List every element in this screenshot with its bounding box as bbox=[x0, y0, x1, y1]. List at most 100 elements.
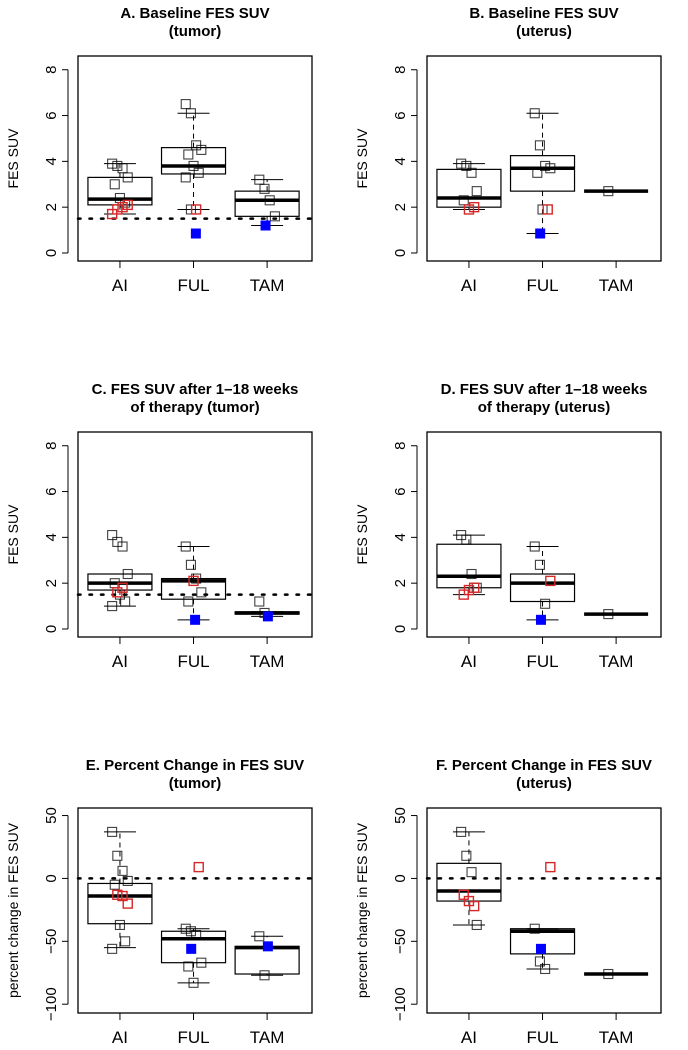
data-point-red bbox=[542, 204, 553, 215]
data-point bbox=[185, 926, 196, 937]
data-point-blue bbox=[262, 941, 273, 952]
data-point bbox=[107, 826, 118, 837]
y-tick-label: 6 bbox=[43, 487, 60, 495]
box-ful bbox=[160, 541, 227, 625]
data-point-red bbox=[190, 204, 202, 215]
data-point bbox=[461, 534, 472, 545]
y-axis-label: percent change in FES SUV bbox=[354, 822, 370, 998]
panel-f: F. Percent Change in FES SUV(uterus) −100… bbox=[354, 757, 663, 1047]
panel-title: E. Percent Change in FES SUV bbox=[86, 757, 304, 774]
data-point-red bbox=[188, 575, 199, 587]
data-point bbox=[112, 850, 123, 861]
data-point bbox=[117, 541, 128, 552]
box-tam bbox=[234, 596, 300, 622]
data-point-red bbox=[193, 861, 204, 873]
panel-title: (tumor) bbox=[169, 775, 222, 792]
data-point bbox=[122, 568, 133, 580]
data-point bbox=[466, 167, 477, 178]
box-ai bbox=[87, 158, 153, 220]
data-point bbox=[120, 936, 131, 947]
panel-title: of therapy (tumor) bbox=[130, 399, 259, 416]
box-ful bbox=[509, 541, 576, 625]
data-point bbox=[545, 163, 556, 174]
data-point bbox=[529, 923, 540, 934]
data-point bbox=[114, 919, 125, 931]
x-tick-label: TAM bbox=[250, 276, 285, 295]
data-point bbox=[188, 160, 199, 171]
data-point bbox=[259, 970, 270, 981]
box-ful bbox=[160, 99, 227, 239]
box-tam bbox=[234, 174, 300, 231]
plot-frame bbox=[426, 807, 662, 1014]
panel-title: (uterus) bbox=[516, 23, 572, 40]
data-point-blue bbox=[260, 220, 271, 231]
y-tick-label: 0 bbox=[43, 249, 60, 257]
data-point bbox=[264, 195, 275, 206]
panel-title: B. Baseline FES SUV bbox=[469, 5, 618, 22]
plot-frame bbox=[426, 55, 662, 262]
x-tick-label: TAM bbox=[599, 1028, 634, 1047]
data-point bbox=[180, 172, 191, 183]
plot-frame bbox=[426, 431, 662, 638]
x-tick-label: FUL bbox=[177, 276, 209, 295]
data-point bbox=[269, 211, 280, 222]
x-tick-label: TAM bbox=[250, 652, 285, 671]
data-point bbox=[466, 568, 477, 580]
panel-title: A. Baseline FES SUV bbox=[120, 5, 269, 22]
data-point-red bbox=[545, 861, 556, 873]
y-tick-label: 8 bbox=[392, 66, 409, 74]
box-tam bbox=[234, 931, 300, 981]
data-point-blue bbox=[190, 614, 201, 625]
box-ai bbox=[436, 530, 502, 600]
x-tick-label: AI bbox=[461, 276, 477, 295]
data-point-blue bbox=[190, 228, 201, 239]
data-point bbox=[466, 867, 477, 878]
data-point bbox=[122, 172, 133, 183]
data-point bbox=[117, 163, 128, 174]
data-point bbox=[191, 573, 202, 584]
data-point bbox=[107, 943, 118, 954]
x-tick-label: FUL bbox=[177, 1028, 209, 1047]
data-point bbox=[185, 559, 196, 570]
y-tick-label: 0 bbox=[392, 874, 409, 882]
y-tick-label: 0 bbox=[392, 625, 409, 633]
data-point-red bbox=[122, 898, 133, 909]
data-point bbox=[117, 865, 128, 876]
data-point-red bbox=[117, 582, 128, 593]
y-tick-label: 8 bbox=[392, 442, 409, 450]
y-tick-label: 0 bbox=[43, 625, 60, 633]
data-point bbox=[196, 144, 207, 155]
panel-title: of therapy (uterus) bbox=[478, 399, 611, 416]
data-point bbox=[196, 957, 207, 968]
x-tick-label: AI bbox=[112, 1028, 128, 1047]
box-iqr bbox=[160, 147, 227, 175]
y-tick-label: 8 bbox=[43, 442, 60, 450]
box-ai bbox=[87, 826, 153, 954]
x-tick-label: FUL bbox=[526, 1028, 558, 1047]
plot-frame bbox=[77, 431, 313, 638]
data-point bbox=[193, 167, 204, 178]
data-point bbox=[534, 956, 545, 967]
data-point-red bbox=[468, 900, 480, 912]
data-point bbox=[540, 963, 551, 975]
x-tick-label: TAM bbox=[250, 1028, 285, 1047]
data-point bbox=[471, 919, 482, 931]
box-ai bbox=[436, 158, 502, 215]
data-point bbox=[254, 596, 265, 607]
data-point bbox=[120, 596, 131, 607]
y-tick-label: −100 bbox=[43, 987, 60, 1021]
data-point-blue bbox=[535, 943, 546, 954]
data-point bbox=[254, 931, 265, 942]
data-point bbox=[603, 186, 614, 197]
x-tick-label: AI bbox=[112, 652, 128, 671]
box-tam bbox=[584, 186, 649, 197]
data-point bbox=[180, 541, 191, 552]
data-point bbox=[183, 149, 194, 160]
y-tick-label: 8 bbox=[43, 66, 60, 74]
plot-frame bbox=[77, 807, 313, 1014]
data-point bbox=[191, 929, 202, 941]
data-point bbox=[107, 601, 118, 612]
y-tick-label: 6 bbox=[392, 487, 409, 495]
data-point bbox=[540, 598, 551, 609]
